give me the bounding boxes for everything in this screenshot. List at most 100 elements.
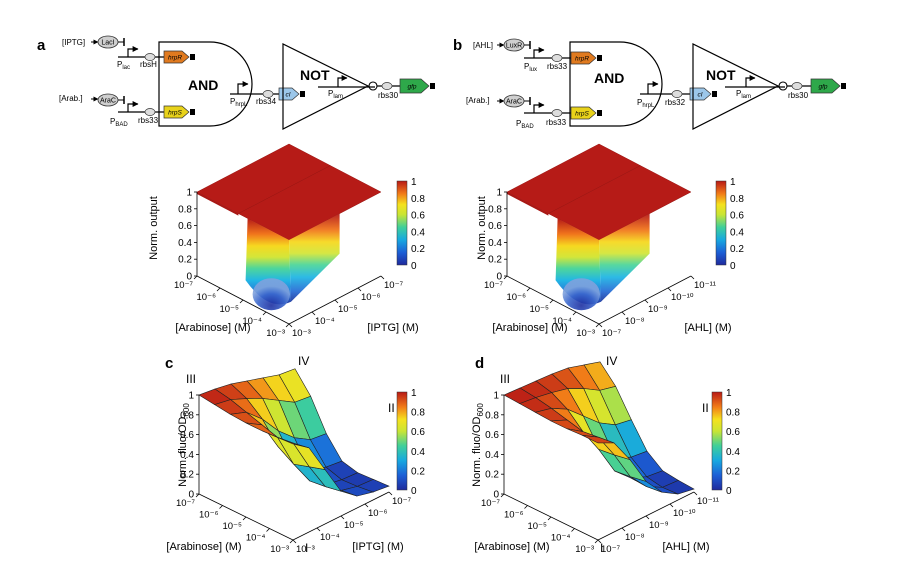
panel-b-y-label: [AHL] (M) — [684, 322, 731, 334]
panel-b-x-tick — [595, 323, 600, 328]
panel-b-and-gate — [569, 41, 663, 127]
panel-a-colorbar-tick-label: 1 — [411, 177, 417, 188]
panel-b-gene3-label: cI — [697, 92, 702, 99]
panel-b-promoter3: PhrpL — [637, 98, 655, 109]
panel-c-corner-I: I — [305, 541, 308, 555]
panel-d-y-tick-label: 10⁻¹¹ — [697, 496, 719, 507]
panel-b-z-tick-label: 0.8 — [488, 204, 502, 215]
panel-b-surface-pit-side — [599, 213, 650, 302]
panel-a-x-tick — [262, 311, 267, 316]
panel-a-rbs4-label: rbs30 — [378, 91, 399, 100]
panel-a-gene1-label: hrpR — [168, 55, 182, 62]
panel-c-x-tick — [219, 505, 223, 509]
panel-c-x-tick — [195, 493, 200, 498]
panel-d-z-tick-label: 0.6 — [485, 430, 499, 441]
panel-b-y-tick-label: 10⁻⁸ — [625, 316, 645, 327]
panel-a-y-tick — [334, 299, 339, 304]
panel-a-z-tick-label: 0.4 — [178, 238, 192, 249]
panel-a-x-tick-label: 10⁻⁷ — [174, 280, 194, 291]
panel-a-colorbar — [396, 180, 408, 266]
panel-b-and-label: AND — [594, 70, 624, 86]
panel-a-z-tick-label: 0.6 — [178, 221, 192, 232]
panel-a-surface-pit-floor — [252, 278, 290, 311]
panel-d-colorbar — [711, 391, 723, 491]
panel-b-gene4-label: gfp — [818, 84, 827, 91]
panel-d-corner-II: II — [702, 401, 709, 415]
panel-b-y-tick-label: 10⁻⁹ — [648, 304, 668, 315]
panel-c-corner-II: II — [388, 401, 395, 415]
panel-d-y-tick — [621, 527, 626, 532]
panel-a-y-tick-label: 10⁻⁵ — [338, 304, 358, 315]
panel-a-y-tick-label: 10⁻⁷ — [384, 280, 404, 291]
panel-b-colorbar-tick-label: 0.2 — [730, 244, 744, 255]
panel-b-colorbar-tick-label: 0 — [730, 261, 736, 272]
panel-a-rbs3-label: rbs34 — [256, 97, 277, 106]
panel-a-letter: a — [37, 37, 46, 54]
panel-d-x-tick-label: 10⁻⁷ — [481, 498, 501, 509]
panel-b-gene1-label: hrpR — [575, 56, 589, 63]
panel-d-x-tick-label: 10⁻⁴ — [551, 533, 571, 544]
panel-a-and-gate — [158, 41, 253, 127]
panel-d-x-tick — [594, 539, 599, 544]
panel-c-y-label: [IPTG] (M) — [352, 541, 403, 553]
panel-b-x-tick — [549, 299, 554, 304]
panel-b-z-label: Norm. output — [476, 196, 488, 260]
panel-c-x-tick-label: 10⁻³ — [270, 544, 289, 555]
panel-b-promoter2: PBAD — [516, 119, 534, 130]
panel-a-x-tick — [193, 275, 198, 280]
panel-d-y-tick — [597, 539, 602, 544]
panel-b-z-tick-label: 1 — [496, 188, 502, 199]
panel-c-y-tick — [340, 515, 345, 520]
panel-a-surface-pit-side — [289, 213, 340, 302]
panel-a-promoter3: PhrpL — [230, 97, 248, 108]
panel-d-x-tick — [571, 528, 575, 532]
panel-d-y-tick — [693, 491, 698, 496]
panel-b-y-tick — [598, 323, 603, 328]
panel-d-y-label: [AHL] (M) — [662, 541, 709, 553]
panel-a-input1: [IPTG] — [62, 38, 85, 47]
panel-b-input1: [AHL] — [473, 41, 493, 50]
panel-b-tf1-label: LuxR — [506, 43, 522, 50]
panel-c-y-tick-label: 10⁻³ — [296, 544, 315, 555]
panel-b-z-tick-label: 0.4 — [488, 238, 502, 249]
panel-b-not-label: NOT — [706, 67, 736, 83]
panel-a-tf2-label: AraC — [100, 98, 116, 105]
panel-a-surface-edge — [197, 192, 239, 216]
panel-c-x-tick-label: 10⁻⁴ — [246, 533, 266, 544]
panel-d-x-label: [Arabinose] (M) — [474, 541, 549, 553]
panel-a-x-tick-label: 10⁻⁶ — [197, 292, 217, 303]
panel-b-z-tick-label: 0 — [496, 272, 502, 283]
panel-c-y-tick-label: 10⁻⁶ — [368, 508, 388, 519]
panel-d-surface-cell — [582, 435, 615, 444]
panel-a-colorbar-tick-label: 0.4 — [411, 227, 425, 238]
panel-a-y-tick — [357, 287, 362, 292]
panel-a-y-tick-label: 10⁻³ — [292, 328, 311, 339]
panel-d-y-tick-label: 10⁻⁹ — [649, 520, 669, 531]
panel-c-surface-cell — [277, 437, 310, 449]
panel-c-colorbar-tick-label: 0.4 — [411, 447, 425, 458]
panel-a-z-label: Norm. output — [148, 196, 160, 260]
panel-d-colorbar-tick-label: 0.8 — [726, 408, 740, 419]
panel-c-corner-III: III — [186, 372, 196, 386]
panel-c-y-tick — [364, 503, 369, 508]
panel-b-gene2-label: hrpS — [575, 111, 589, 118]
panel-b-input2: [Arab.] — [466, 96, 490, 105]
panel-d-corner-III: III — [500, 372, 510, 386]
panel-c-z-tick-label: 0.2 — [180, 470, 194, 481]
panel-c-y-tick-label: 10⁻⁴ — [320, 532, 340, 543]
panel-c-colorbar-tick-label: 1 — [411, 388, 417, 399]
panel-d-y-tick-label: 10⁻¹⁰ — [673, 508, 696, 519]
panel-c-z-tick-label: 0.4 — [180, 450, 194, 461]
panel-b-x-tick-label: 10⁻³ — [576, 328, 595, 339]
panel-b-x-tick-label: 10⁻⁴ — [552, 316, 572, 327]
panel-a-tf1-label: LacI — [101, 40, 114, 47]
panel-b-x-tick — [526, 287, 531, 292]
panel-b-y-tick-label: 10⁻¹⁰ — [671, 292, 694, 303]
panel-d-y-tick — [645, 515, 650, 520]
panel-a-colorbar-tick-label: 0 — [411, 261, 417, 272]
panel-a-circuit: a [IPTG] LacI Plac rbsH hrpR [Arab.] Ara… — [37, 35, 435, 130]
panel-c-x-tick-label: 10⁻⁵ — [222, 521, 242, 532]
